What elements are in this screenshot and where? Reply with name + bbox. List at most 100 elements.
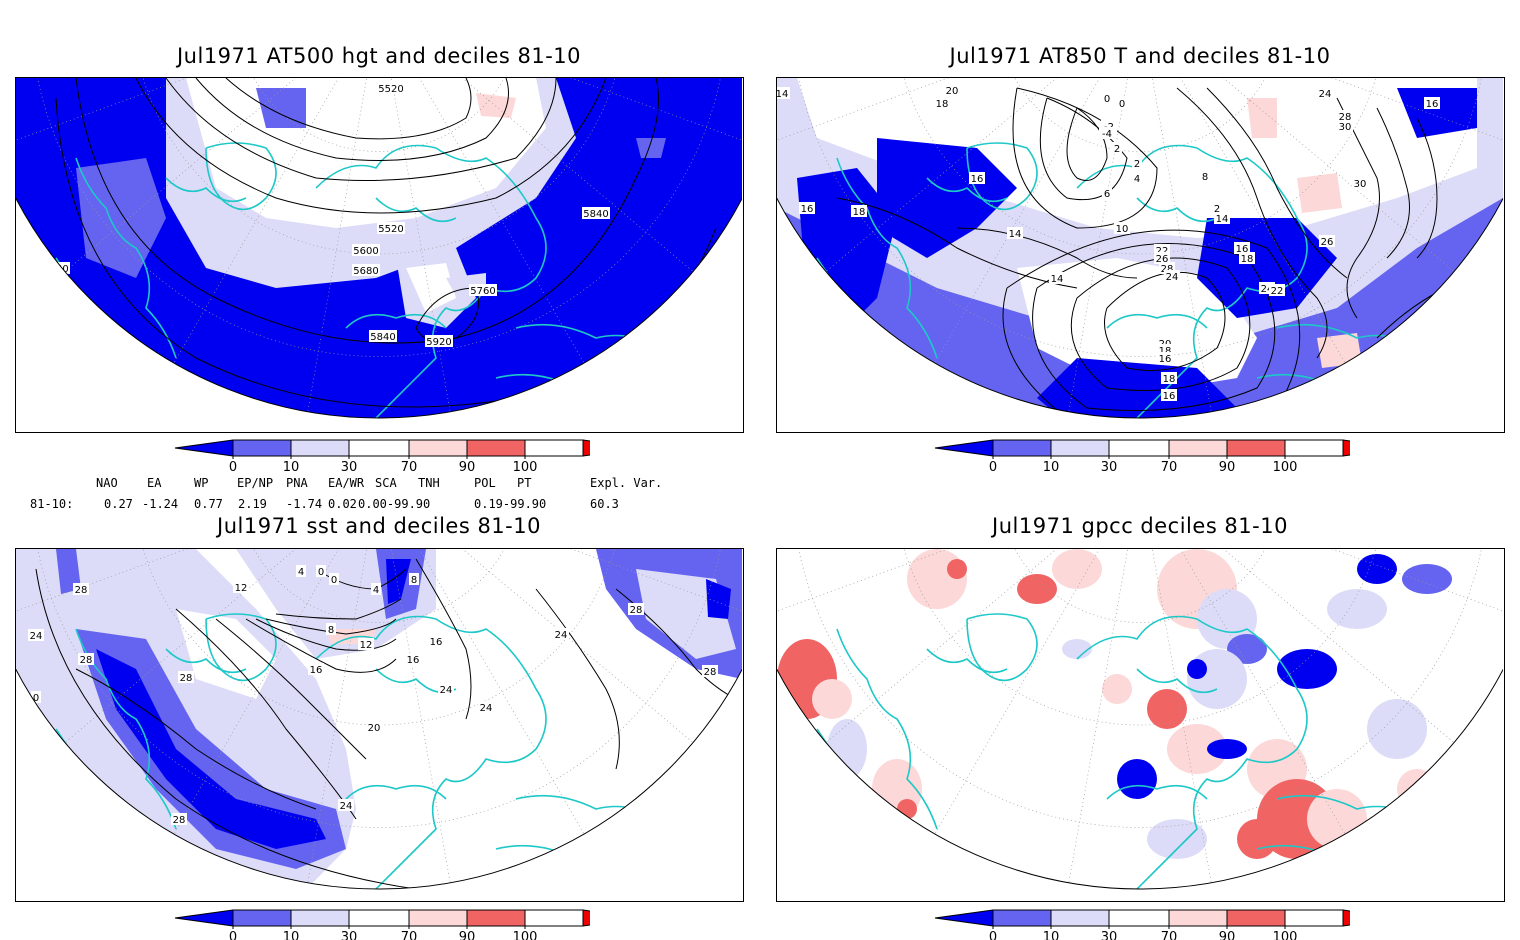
contour-label: 0 [1104, 94, 1110, 105]
colorbar-segment [233, 910, 291, 926]
colorbar-segment [1109, 910, 1169, 926]
index-value: 0.00-99.90 [358, 497, 431, 511]
contour-label-box [1424, 97, 1440, 109]
contour-label-box [1117, 97, 1127, 109]
contour-line [215, 618, 367, 760]
map-boundary [16, 197, 742, 419]
decile-shading [1327, 589, 1387, 629]
decile-shading [476, 93, 516, 118]
contour-label-box [1337, 120, 1353, 132]
contour-label-box [178, 671, 194, 683]
contour-label: 28 [1161, 264, 1174, 275]
index-name: EA/WR [328, 476, 365, 490]
decile-shading [1052, 549, 1102, 589]
contour-label: 18 [1241, 254, 1254, 265]
contour-label: 16 [430, 637, 443, 648]
colorbar-tick-label: 70 [401, 930, 418, 940]
colorbar-top-left: 0 10 30 70 90 100 [174, 439, 590, 474]
contour-line [35, 568, 417, 889]
contour-label-box [405, 653, 421, 665]
contour-line [836, 197, 1078, 289]
indices-values: 81-10: 0.27 -1.24 0.77 2.19 -1.74 0.02 0.00-99.… [0, 497, 760, 513]
colorbar-tick-label: 90 [459, 930, 476, 940]
panel-title-sst: Jul1971 sst and deciles 81-10 [217, 514, 541, 538]
contour-label: 18 [853, 207, 866, 218]
contour-label: 16 [971, 174, 984, 185]
index-name: TNH [418, 476, 440, 490]
decile-shading [1197, 218, 1337, 318]
decile-shading [1062, 639, 1092, 659]
colorbar-arrow-high [1343, 910, 1350, 926]
contour-label: 16 [801, 204, 814, 215]
contour-label-box [1234, 242, 1250, 254]
contour-label-box [1319, 235, 1335, 247]
contour-line [415, 558, 472, 720]
decile-shading [1147, 819, 1207, 859]
contour-label-box [1102, 187, 1112, 199]
contour-line [956, 227, 1138, 279]
contour-label: 14 [1051, 274, 1064, 285]
index-value: 0.27 [104, 497, 133, 511]
contour-label-box [31, 691, 41, 703]
index-name: POL [474, 476, 496, 490]
contour-label-box [777, 87, 790, 99]
contour-label: 24 [480, 703, 493, 714]
contour-line [245, 618, 397, 673]
contour-label-box [28, 629, 44, 641]
contour-label: 0 [331, 575, 337, 586]
contour-label-box [358, 638, 374, 650]
contour-line [195, 78, 509, 161]
contour-label: 4 [1134, 174, 1140, 185]
colorbar-tick-label: 90 [459, 460, 476, 474]
map-boundary [16, 668, 742, 890]
index-row-label: 81-10: [30, 497, 74, 511]
colorbar-tick-label: 90 [1219, 930, 1236, 940]
contour-label-box [628, 603, 644, 615]
index-name: EA [147, 476, 162, 490]
contour-label-box [469, 284, 497, 296]
decile-shading [877, 138, 1017, 258]
decile-shading [76, 158, 166, 278]
contour-label: 24 [555, 630, 568, 641]
colorbar-segment [409, 440, 467, 456]
colorbar-segment [993, 440, 1051, 456]
contour-label-box [73, 583, 89, 595]
colorbar-tick-label: 10 [283, 460, 300, 474]
colorbar-segment [349, 910, 409, 926]
contour-label: 18 [936, 99, 949, 110]
colorbar-arrow-low [935, 440, 993, 456]
colorbar-segment [1227, 440, 1285, 456]
contour-label: 0 [33, 693, 39, 704]
contour-label: 0 [318, 567, 324, 578]
contour-label-box [377, 222, 405, 234]
decile-shading [907, 549, 967, 609]
contour-label: 20 [946, 86, 959, 97]
decile-shading [1297, 173, 1342, 213]
colorbar-tick-label: 0 [989, 930, 997, 940]
contour-label: 5760 [470, 286, 495, 297]
contour-label: 12 [235, 583, 248, 594]
map-panel-gpcc [776, 548, 1505, 902]
contour-label-box [1099, 127, 1115, 139]
decile-shading [1347, 849, 1407, 889]
contour-label-box [316, 565, 326, 577]
contour-label: 14 [1216, 214, 1229, 225]
decile-shading [1102, 674, 1132, 704]
index-value: 0.02 [328, 497, 357, 511]
contour-label: 24 [30, 631, 43, 642]
contour-label-box [1317, 87, 1333, 99]
map-panel-t850: 1420181600-2-422468242830301616181414102… [776, 77, 1505, 433]
contour-label-box [1112, 142, 1122, 154]
colorbar-tick-label: 30 [1101, 460, 1118, 474]
index-name: SCA [375, 476, 397, 490]
coastline [966, 613, 1038, 682]
contour-label: 12 [360, 640, 373, 651]
contour-label: 22 [1271, 286, 1284, 297]
contour-label-box [425, 335, 453, 347]
contour-line [1206, 87, 1348, 279]
colorbar-tick-label: 30 [1101, 930, 1118, 940]
index-name: PNA [286, 476, 308, 490]
contour-label: 20 [368, 723, 381, 734]
panel-title-t850: Jul1971 AT850 T and deciles 81-10 [949, 44, 1331, 68]
contour-label: 0 [1119, 99, 1125, 110]
